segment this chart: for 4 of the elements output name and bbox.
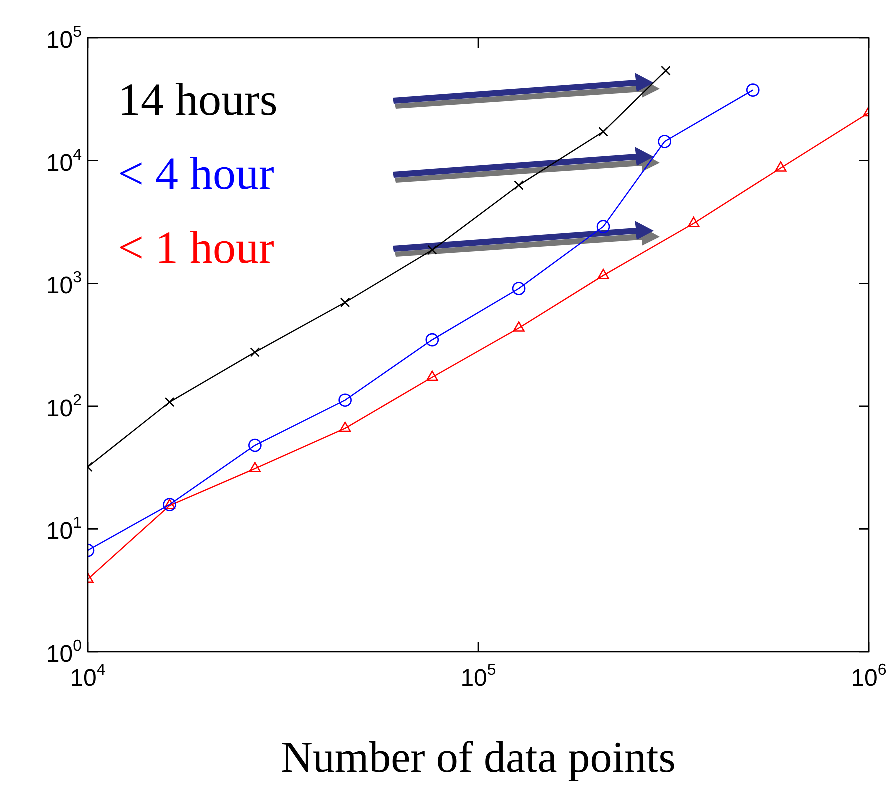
x-axis-title: Number of data points [281,733,676,782]
annotation: 14 hours [118,74,278,125]
annotation: < 4 hour [118,148,274,199]
annotation: < 1 hour [118,222,274,273]
